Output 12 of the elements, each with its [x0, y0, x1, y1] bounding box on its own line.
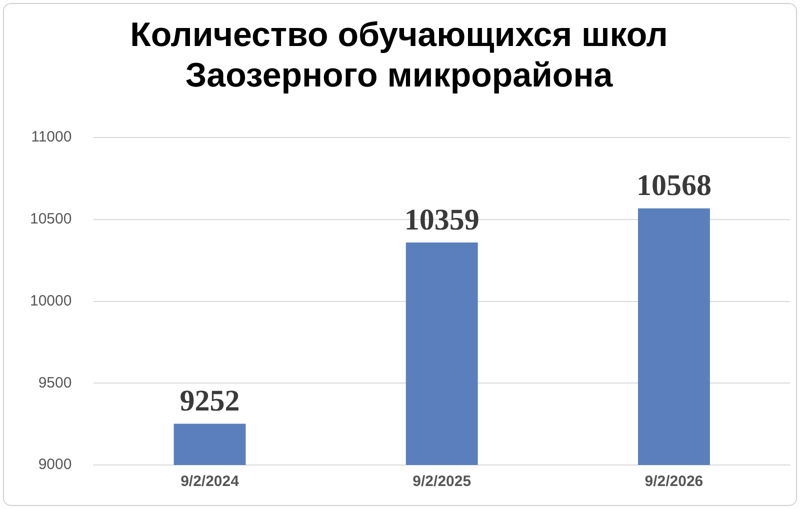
data-label: 9252: [180, 384, 240, 418]
x-tick-label: 9/2/2025: [412, 473, 472, 490]
data-label: 10568: [636, 169, 712, 202]
y-tick-label: 9000: [38, 456, 72, 474]
chart-title: Количество обучающихся школ Заозерного микрорайона: [130, 16, 668, 95]
y-tick-label: 9500: [38, 374, 72, 392]
y-tick-label: 10500: [30, 210, 72, 228]
x-tick-label: 9/2/2026: [644, 473, 704, 490]
x-tick-label: 9/2/2024: [180, 473, 240, 490]
y-tick-label: 10000: [30, 292, 72, 310]
y-tick-label: 11000: [31, 128, 72, 146]
data-label: 10359: [404, 203, 480, 236]
